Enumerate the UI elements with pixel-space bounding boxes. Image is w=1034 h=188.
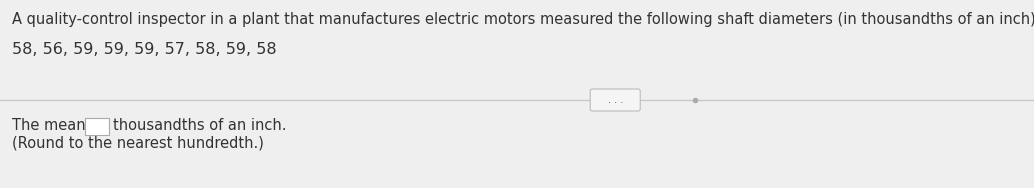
- Text: . . .: . . .: [608, 95, 622, 105]
- Text: (Round to the nearest hundredth.): (Round to the nearest hundredth.): [12, 136, 264, 151]
- Text: A quality-control inspector in a plant that manufactures electric motors measure: A quality-control inspector in a plant t…: [12, 12, 1034, 27]
- Text: The mean is: The mean is: [12, 118, 102, 133]
- Text: 58, 56, 59, 59, 59, 57, 58, 59, 58: 58, 56, 59, 59, 59, 57, 58, 59, 58: [12, 42, 277, 57]
- FancyBboxPatch shape: [85, 118, 109, 135]
- Text: thousandths of an inch.: thousandths of an inch.: [113, 118, 286, 133]
- FancyBboxPatch shape: [590, 89, 640, 111]
